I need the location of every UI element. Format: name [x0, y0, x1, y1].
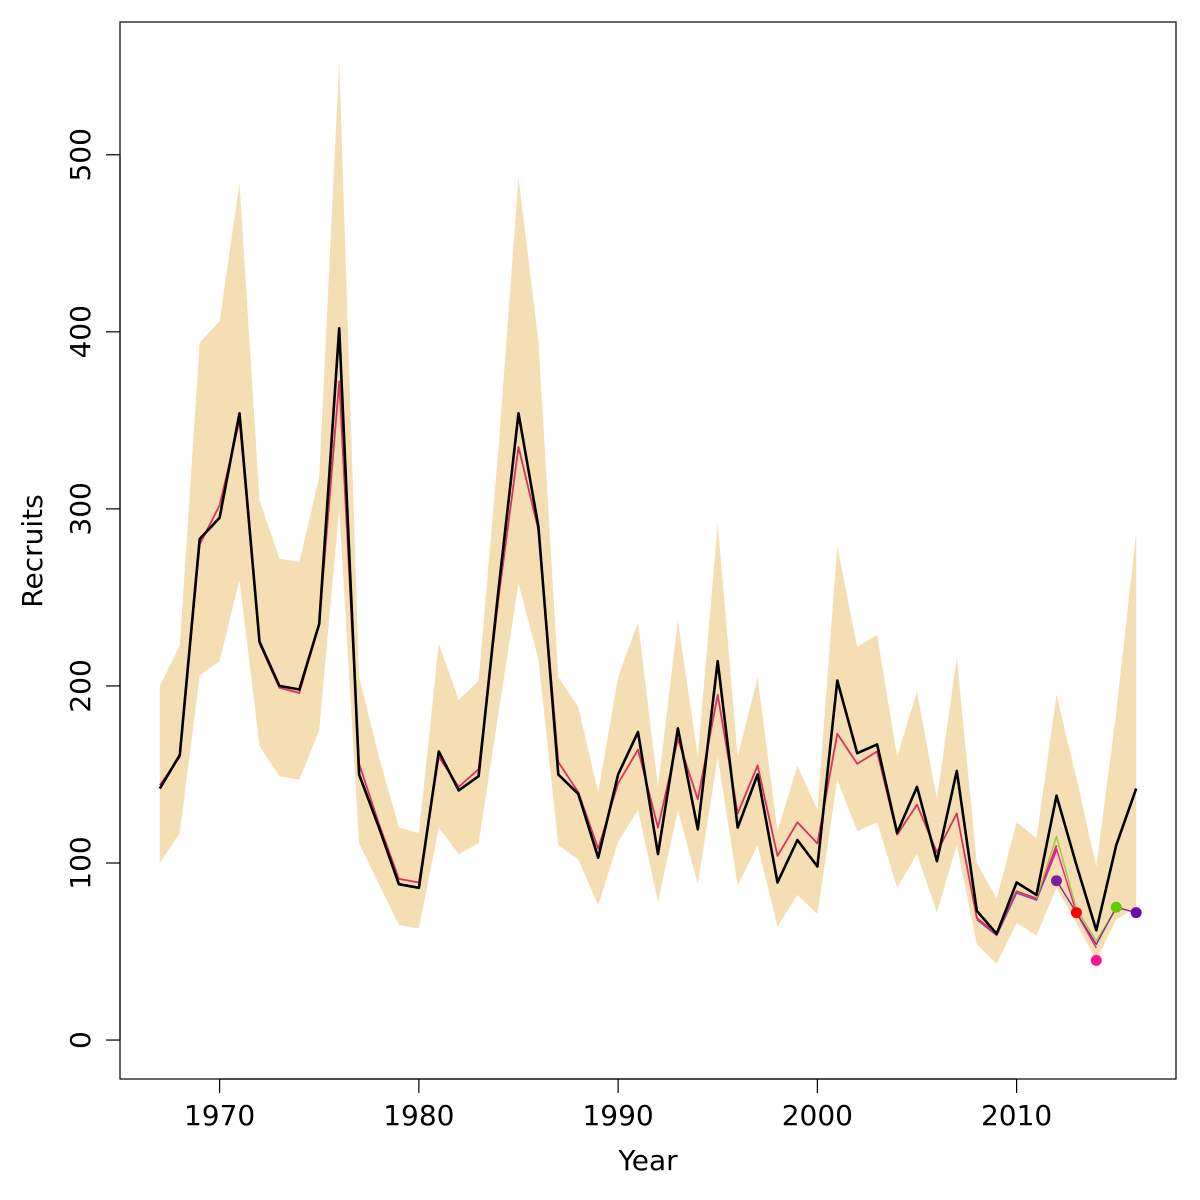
x-tick-label-2000: 2000: [782, 1099, 853, 1132]
point-2014: [1090, 954, 1102, 966]
series-line-5: [1055, 880, 1137, 946]
point-2013: [1070, 907, 1082, 919]
x-tick-label-2010: 2010: [981, 1099, 1052, 1132]
y-axis: 0 100 200 300 400 500: [64, 128, 121, 1049]
series-line-3: [1035, 848, 1097, 949]
y-tick-label-200: 200: [64, 659, 97, 712]
x-axis: 1970 1980 1990 2000 2010: [184, 1078, 1052, 1132]
x-tick-label-1980: 1980: [383, 1099, 454, 1132]
y-tick-label-0: 0: [64, 1031, 97, 1049]
confidence-band: [159, 61, 1137, 964]
x-tick-label-1990: 1990: [582, 1099, 653, 1132]
x-axis-label: Year: [617, 1144, 678, 1177]
y-tick-label-100: 100: [64, 836, 97, 889]
y-tick-label-300: 300: [64, 482, 97, 535]
y-axis-label: Recruits: [16, 494, 49, 607]
confidence-band-area: [159, 61, 1137, 964]
point-2016: [1130, 907, 1142, 919]
terminal-points: [1050, 875, 1142, 966]
y-tick-label-400: 400: [64, 305, 97, 358]
series-line-0: [158, 326, 1138, 936]
x-tick-label-1970: 1970: [184, 1099, 255, 1132]
series-line-2: [976, 850, 1058, 937]
point-2012: [1050, 875, 1062, 887]
series-lines: [158, 326, 1138, 949]
y-tick-label-500: 500: [64, 128, 97, 181]
point-2015: [1110, 901, 1122, 913]
